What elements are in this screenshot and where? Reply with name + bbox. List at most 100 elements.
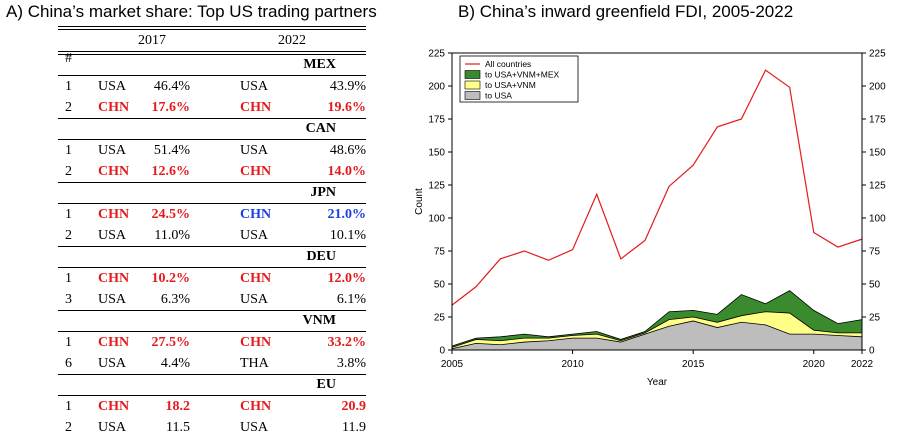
- table-row: 1 USA 51.4% USA 48.6%: [58, 140, 366, 161]
- y-tick-label-left: 25: [434, 313, 446, 324]
- group-rule: [58, 182, 366, 183]
- table-top-rule: [58, 26, 366, 30]
- share-2022-cell: 11.9: [342, 420, 366, 435]
- country-2017-cell: USA: [98, 292, 127, 307]
- rank-cell: 1: [65, 207, 72, 222]
- rank-cell: 2: [65, 164, 72, 179]
- country-2017-cell: USA: [98, 79, 127, 94]
- share-2022-cell: 21.0%: [327, 207, 367, 222]
- x-tick-label: 2020: [803, 359, 826, 370]
- y-tick-label-right: 225: [869, 49, 886, 60]
- country-2022-cell: USA: [240, 292, 269, 307]
- x-tick-label: 2015: [682, 359, 705, 370]
- rank-header: #: [65, 51, 72, 66]
- country-2017-cell: CHN: [98, 164, 130, 179]
- share-2017-cell: 17.6%: [151, 100, 191, 115]
- y-tick-label-right: 25: [869, 313, 881, 324]
- year-2022-header: 2022: [278, 33, 306, 48]
- y-tick-label-left: 75: [434, 247, 446, 258]
- share-2022-cell: 3.8%: [336, 356, 366, 371]
- x-tick-label: 2010: [561, 359, 584, 370]
- country-2022-cell: CHN: [240, 207, 272, 222]
- share-2022-cell: 10.1%: [329, 228, 366, 243]
- group-rule: [58, 246, 366, 247]
- group-rule: [58, 395, 366, 396]
- legend-swatch: [464, 70, 481, 79]
- group-header-mex: MEX: [303, 57, 336, 72]
- table-body: MEX 1 USA 46.4% USA 43.9% 2 CHN 17.6% CHN 19.6% CAN…: [58, 51, 366, 438]
- table-row: 1 CHN 24.5% CHN 21.0%: [58, 204, 366, 225]
- legend-label: to USA: [485, 91, 512, 101]
- group-header-jpn: JPN: [310, 185, 336, 200]
- share-2017-cell: 12.6%: [151, 164, 191, 179]
- group-rule: [58, 267, 366, 268]
- share-2017-cell: 11.5: [166, 420, 190, 435]
- fdi-chart-svg: 0 0 25 25 50 50 75 75 100 100 125 125 150 150 175 175 20…: [414, 49, 886, 389]
- group-rule: [58, 310, 366, 311]
- y-tick-label-left: 0: [439, 346, 445, 357]
- country-2022-cell: THA: [240, 356, 269, 371]
- country-2022-cell: CHN: [240, 271, 272, 286]
- country-2022-cell: USA: [240, 143, 269, 158]
- rank-cell: 1: [65, 143, 72, 158]
- share-2022-cell: 43.9%: [329, 79, 366, 94]
- share-2017-cell: 6.3%: [160, 292, 190, 307]
- share-2017-cell: 18.2: [165, 399, 191, 414]
- country-2022-cell: CHN: [240, 164, 272, 179]
- country-2017-cell: CHN: [98, 100, 130, 115]
- rank-cell: 2: [65, 100, 72, 115]
- table-row: 1 CHN 10.2% CHN 12.0%: [58, 268, 366, 289]
- legend-label: to USA+VNM+MEX: [485, 70, 559, 80]
- table-row: 2 CHN 17.6% CHN 19.6%: [58, 97, 366, 118]
- rank-cell: 1: [65, 271, 72, 286]
- year-2017-header: 2017: [138, 33, 166, 48]
- group-rule: [58, 374, 366, 375]
- y-tick-label-left: 225: [428, 49, 445, 60]
- table-row: 2 USA 11.5 USA 11.9: [58, 417, 366, 438]
- y-tick-label-right: 0: [869, 346, 875, 357]
- share-2017-cell: 24.5%: [151, 207, 191, 222]
- country-2017-cell: USA: [98, 143, 127, 158]
- share-2022-cell: 20.9: [341, 399, 367, 414]
- table-row: 1 USA 46.4% USA 43.9%: [58, 76, 366, 97]
- share-2022-cell: 48.6%: [329, 143, 366, 158]
- y-tick-label-right: 100: [869, 214, 886, 225]
- country-2022-cell: CHN: [240, 100, 272, 115]
- rank-cell: 2: [65, 228, 72, 243]
- y-axis-label: Count: [414, 188, 425, 215]
- panel-a-title: A) China’s market share: Top US trading …: [6, 2, 377, 21]
- country-2022-cell: CHN: [240, 399, 272, 414]
- table-row: 2 USA 11.0% USA 10.1%: [58, 225, 366, 246]
- share-2022-cell: 6.1%: [336, 292, 366, 307]
- legend-swatch: [464, 80, 481, 90]
- share-2022-cell: 19.6%: [327, 100, 367, 115]
- country-2017-cell: CHN: [98, 271, 130, 286]
- table-row: 3 USA 6.3% USA 6.1%: [58, 289, 366, 310]
- y-tick-label-left: 50: [434, 280, 446, 291]
- rank-cell: 6: [65, 356, 72, 371]
- group-header-can: CAN: [305, 121, 336, 136]
- share-2022-cell: 12.0%: [327, 271, 367, 286]
- plot-frame: [451, 52, 863, 351]
- legend-label: All countries: [485, 59, 531, 69]
- legend-label: to USA+VNM: [485, 80, 536, 90]
- share-2017-cell: 11.0%: [154, 228, 190, 243]
- country-2022-cell: CHN: [240, 335, 272, 350]
- group-rule: [58, 51, 366, 55]
- legend-swatch: [464, 91, 481, 100]
- y-tick-label-right: 75: [869, 247, 881, 258]
- rank-cell: 2: [65, 420, 72, 435]
- share-2017-cell: 10.2%: [151, 271, 191, 286]
- country-2022-cell: USA: [240, 79, 269, 94]
- group-rule: [58, 139, 366, 140]
- y-tick-label-right: 125: [869, 181, 886, 192]
- country-2017-cell: CHN: [98, 207, 130, 222]
- group-rule: [58, 118, 366, 119]
- country-2017-cell: CHN: [98, 335, 130, 350]
- group-header-deu: DEU: [306, 249, 336, 264]
- table-row: 1 CHN 18.2 CHN 20.9: [58, 396, 366, 417]
- share-2017-cell: 4.4%: [160, 356, 190, 371]
- x-tick-label: 2005: [441, 359, 464, 370]
- group-header-vnm: VNM: [302, 313, 336, 328]
- table-row: 2 CHN 12.6% CHN 14.0%: [58, 161, 366, 182]
